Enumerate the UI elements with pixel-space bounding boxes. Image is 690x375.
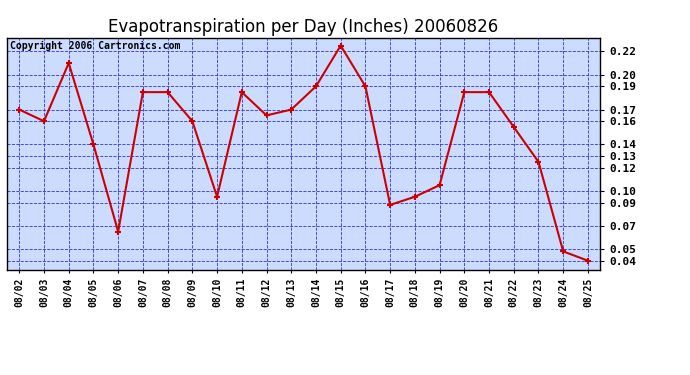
Text: Copyright 2006 Cartronics.com: Copyright 2006 Cartronics.com	[10, 41, 180, 51]
Title: Evapotranspiration per Day (Inches) 20060826: Evapotranspiration per Day (Inches) 2006…	[108, 18, 499, 36]
